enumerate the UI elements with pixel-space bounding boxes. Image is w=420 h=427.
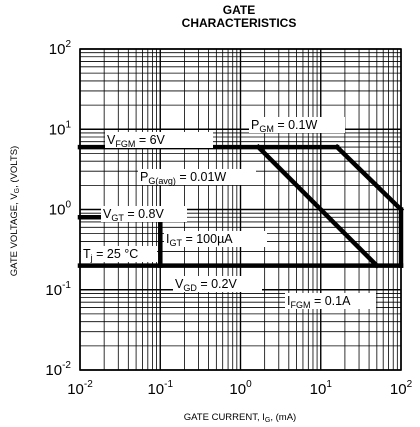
- annotation-bg-pgm: [249, 117, 345, 133]
- x-tick-label: 101: [310, 379, 333, 398]
- annotation-bg-pgavg: [138, 169, 256, 185]
- annotation-bg-tj: [81, 246, 157, 262]
- x-tick-label: 10-2: [67, 379, 93, 398]
- curve-pgavg: [255, 143, 380, 269]
- x-tick-label: 102: [390, 379, 413, 398]
- annotation-vfgm: VFGM = 6V: [107, 133, 166, 149]
- x-tick-label: 10-1: [147, 379, 173, 398]
- chart-title-line2: CHARACTERISTICS: [182, 16, 297, 30]
- curve-pgm: [333, 143, 405, 213]
- annotation-igt: IGT = 100µA: [166, 232, 233, 248]
- annotation-tj: Tj = 25 °C: [83, 247, 138, 263]
- x-axis-label: GATE CURRENT, IG, (mA): [184, 412, 296, 424]
- annotation-bg-igt: [164, 231, 267, 247]
- annotations: VFGM = 6V PGM = 0.1W PG(avg) = 0.01W VGT = …: [81, 117, 376, 310]
- y-tick-label: 10-1: [45, 280, 71, 299]
- y-tick-label: 102: [49, 39, 72, 58]
- annotation-bg-vgd: [173, 276, 262, 292]
- y-tick-label: 10-2: [45, 360, 71, 379]
- chart-title-line1: GATE: [223, 3, 255, 17]
- x-tick-label: 100: [229, 379, 252, 398]
- annotation-pgavg: PG(avg) = 0.01W: [140, 170, 226, 186]
- y-axis-label: GATE VOLTAGE, VG, (VOLTS): [9, 146, 21, 276]
- annotation-pgm: PGM = 0.1W: [251, 118, 317, 134]
- y-tick-label: 101: [49, 119, 72, 138]
- annotation-vgt: VGT = 0.8V: [103, 207, 164, 223]
- annotation-bg-vgt: [101, 206, 187, 222]
- annotation-bg-vfgm: [105, 132, 213, 148]
- y-tick-label: 100: [49, 200, 72, 219]
- tick-labels: 10-2 10-1 100 101 102 10-2 10-1 100 101 102: [45, 39, 412, 398]
- annotation-bg-ifgm: [285, 293, 376, 309]
- annotation-vgd: VGD = 0.2V: [175, 277, 237, 293]
- annotation-ifgm: IFGM = 0.1A: [287, 294, 351, 310]
